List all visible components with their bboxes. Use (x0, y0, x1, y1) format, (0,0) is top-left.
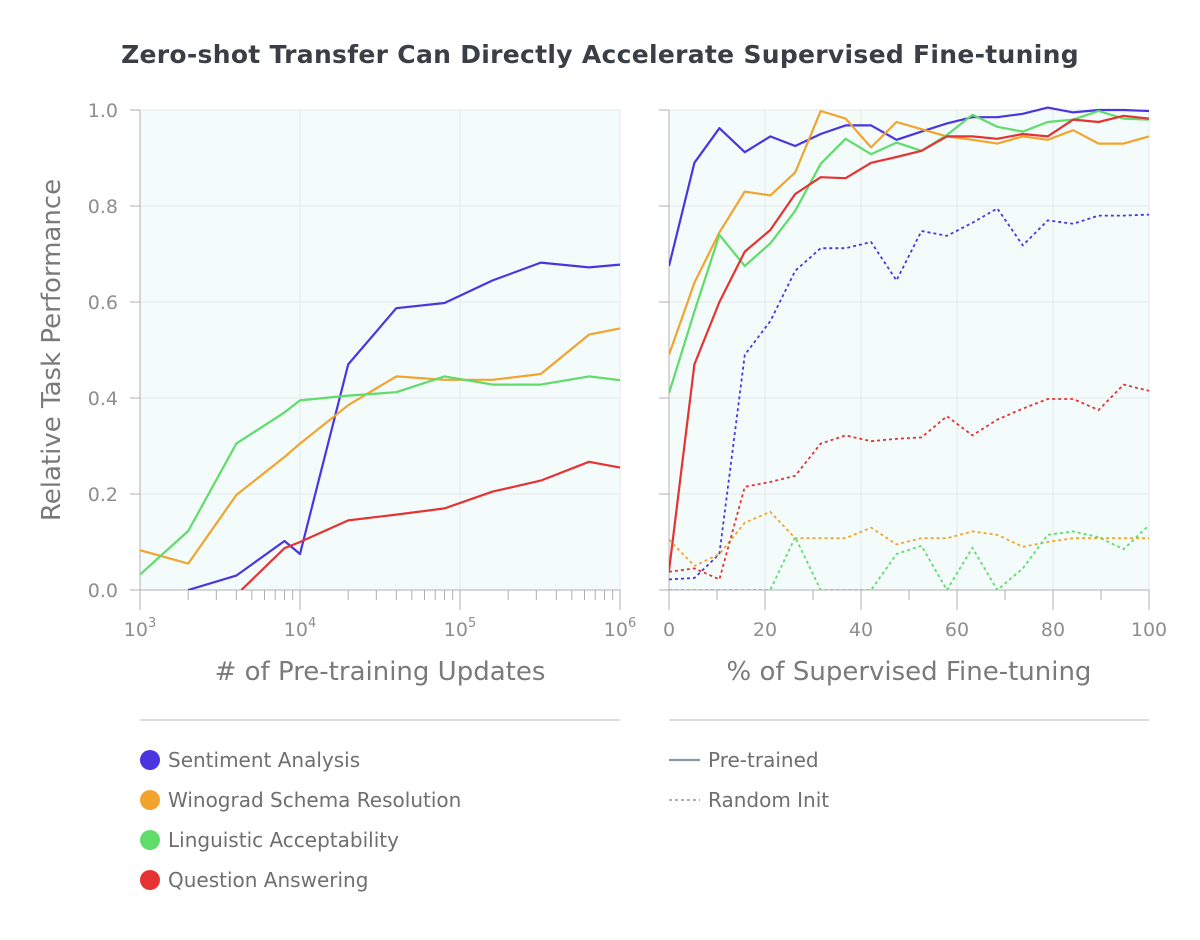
plot-background (140, 110, 620, 590)
legend-label-sentiment: Sentiment Analysis (168, 748, 360, 772)
series-line-qa-dotted (669, 383, 1150, 581)
legend-label-solid: Pre-trained (708, 748, 819, 772)
x-axis-label: # of Pre-training Updates (215, 657, 546, 687)
x-tick-label: 104 (284, 616, 316, 641)
x-tick-label: 20 (753, 619, 777, 641)
series-line-sentiment-dotted (669, 207, 1150, 581)
right-panel: 0 20 40 60 80 100 % of Supervised Fine-tuning (659, 106, 1167, 721)
series-line-qa-solid (240, 460, 621, 590)
y-tick-label: 1.0 (88, 100, 118, 122)
legend-label-qa: Question Answering (168, 868, 368, 892)
legend: Sentiment Analysis Winograd Schema Resolu… (140, 748, 829, 892)
x-tick-label: 103 (124, 616, 156, 641)
x-tick-label: 100 (1131, 619, 1167, 641)
y-tick-label: 0.6 (88, 292, 118, 314)
series-group (669, 106, 1150, 590)
series-line-qa-solid (669, 114, 1150, 571)
series-line-winograd-solid (669, 109, 1150, 356)
y-tick-label: 0.8 (88, 196, 118, 218)
y-axis-label: Relative Task Performance (37, 179, 67, 521)
series-line-linguistic-solid (669, 109, 1150, 394)
legend-swatch-sentiment (140, 750, 160, 770)
legend-swatch-winograd (140, 790, 160, 810)
series-line-winograd-solid (140, 327, 621, 565)
y-tick-label: 0.2 (88, 484, 118, 506)
series-line-linguistic-dotted (669, 524, 1150, 590)
x-axis-label: % of Supervised Fine-tuning (727, 657, 1092, 687)
x-tick-label: 106 (604, 616, 636, 641)
legend-label-dotted: Random Init (708, 788, 829, 812)
chart-title: Zero-shot Transfer Can Directly Accelera… (121, 40, 1079, 69)
legend-label-linguistic: Linguistic Acceptability (168, 828, 399, 852)
series-line-sentiment-solid (187, 261, 621, 590)
legend-label-winograd: Winograd Schema Resolution (168, 788, 461, 812)
series-group (140, 261, 621, 590)
x-tick-label: 0 (663, 619, 675, 641)
series-line-winograd-dotted (669, 510, 1149, 567)
x-tick-label: 60 (945, 619, 969, 641)
x-tick-label: 80 (1041, 619, 1065, 641)
series-line-linguistic-solid (140, 375, 621, 576)
plot-background (669, 110, 1149, 590)
legend-swatch-linguistic (140, 830, 160, 850)
y-tick-label: 0.4 (88, 388, 118, 410)
x-tick-label: 105 (444, 616, 476, 641)
x-tick-label: 40 (849, 619, 873, 641)
series-line-sentiment-solid (669, 106, 1150, 267)
legend-swatch-qa (140, 870, 160, 890)
left-panel: 0.0 0.2 0.4 0.6 0.8 1.0 103 104 105 106 # of Pre-t… (37, 100, 636, 721)
y-tick-label: 0.0 (88, 580, 118, 602)
